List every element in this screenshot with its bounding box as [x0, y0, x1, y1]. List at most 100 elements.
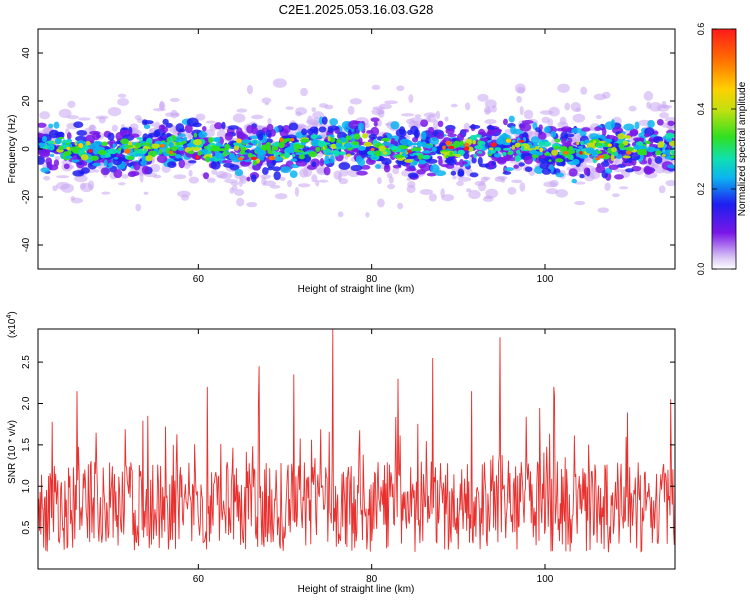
spectrogram-core-cell	[151, 143, 160, 149]
spectrogram-cell	[382, 141, 392, 146]
spectrogram-peak-cell	[598, 155, 605, 159]
spectrogram-cell	[524, 166, 533, 172]
spectrogram-haze-cell	[347, 105, 355, 115]
spectrogram-cell	[383, 163, 391, 173]
spectrogram-core-cell	[666, 137, 673, 143]
spectrogram-cell	[438, 157, 443, 166]
spectrogram-ytick-label: 40	[21, 47, 32, 59]
spectrogram-core-cell	[124, 155, 129, 159]
spectrogram-core-cell	[214, 152, 225, 159]
spectrogram-haze-cell	[665, 180, 675, 187]
spectrogram-haze-cell	[602, 91, 611, 99]
spectrogram-cell	[66, 132, 72, 140]
spectrogram-core-cell	[607, 147, 612, 154]
spectrogram-core-cell	[578, 146, 584, 149]
spectrogram-cell	[521, 119, 534, 125]
spectrogram-cell	[594, 126, 602, 132]
spectrogram-core-cell	[496, 138, 504, 145]
spectrogram-cell	[615, 154, 623, 160]
spectrogram-cell	[265, 129, 272, 138]
spectrogram-core-cell	[600, 153, 611, 160]
snr-ytick-label: 1.5	[21, 437, 32, 451]
spectrogram-cell	[115, 131, 125, 141]
spectrogram-haze-cell	[188, 176, 200, 184]
spectrogram-core-cell	[308, 151, 318, 158]
spectrogram-core-cell	[376, 153, 382, 157]
spectrogram-core-cell	[459, 140, 464, 147]
spectrogram-cell	[469, 172, 479, 178]
spectrogram-peak-cell	[268, 155, 276, 161]
spectrogram-haze-cell	[387, 183, 396, 190]
spectrogram-cell	[129, 133, 140, 138]
spectrogram-cell	[236, 131, 246, 140]
spectrogram-core-cell	[145, 155, 153, 162]
spectrogram-haze-cell	[101, 191, 111, 195]
spectrogram-core-cell	[604, 138, 613, 143]
spectrogram-core-cell	[454, 153, 462, 158]
spectrogram-cell	[289, 170, 298, 178]
spectrogram-core-cell	[576, 141, 580, 145]
spectrogram-xlabel: Height of straight line (km)	[298, 284, 415, 295]
spectrogram-cell	[602, 127, 607, 137]
spectrogram-haze-cell	[514, 83, 526, 94]
spectrogram-haze-cell	[484, 119, 497, 125]
spectrogram-haze-cell	[272, 78, 287, 88]
spectrogram-cell	[411, 137, 419, 143]
spectrogram-cell	[667, 120, 675, 127]
spectrogram-cell	[456, 133, 464, 143]
spectrogram-haze-cell	[195, 113, 206, 121]
spectrogram-peak-cell	[290, 138, 295, 142]
spectrogram-cell	[502, 171, 512, 175]
spectrogram-haze-cell	[236, 108, 248, 113]
spectrogram-core-cell	[197, 150, 202, 156]
spectrogram-core-cell	[555, 158, 564, 163]
spectrogram-core-cell	[182, 140, 187, 144]
spectrogram-core-cell	[507, 152, 512, 155]
spectrogram-haze-cell	[285, 106, 294, 110]
spectrogram-haze-cell	[107, 106, 122, 117]
spectrogram-haze-cell	[152, 107, 166, 112]
spectrogram-haze-cell	[324, 104, 334, 110]
spectrogram-cell	[654, 155, 663, 164]
spectrogram-core-cell	[622, 155, 631, 159]
spectrogram-cell	[477, 156, 483, 166]
spectrogram-core-cell	[431, 146, 437, 152]
spectrogram-haze-cell	[507, 187, 517, 195]
spectrogram-peak-cell	[159, 143, 165, 148]
spectrogram-core-cell	[617, 133, 626, 140]
spectrogram-haze-cell	[260, 174, 272, 179]
spectrogram-haze-cell	[311, 107, 317, 113]
spectrogram-core-cell	[134, 142, 142, 148]
spectrogram-haze-cell	[580, 86, 588, 95]
spectrogram-haze-cell	[604, 182, 611, 191]
spectrogram-core-cell	[494, 147, 502, 152]
spectrogram-core-cell	[299, 138, 310, 143]
spectrogram-cell	[303, 154, 312, 163]
spectrogram-haze-cell	[543, 181, 558, 188]
spectrogram-cell	[535, 127, 541, 133]
spectrogram-cell	[570, 127, 583, 134]
spectrogram-core-cell	[407, 140, 413, 147]
spectrogram-core-cell	[568, 146, 574, 151]
spectrogram-cell	[100, 167, 110, 176]
spectrogram-haze-cell	[220, 172, 233, 180]
spectrogram-cell	[107, 141, 112, 145]
spectrogram-core-cell	[502, 132, 508, 139]
spectrogram-core-cell	[410, 142, 420, 146]
spectrogram-core-cell	[136, 137, 143, 140]
colorbar-axes: 0.0 0.2 0.4 0.6	[696, 23, 736, 275]
spectrogram-cell	[550, 130, 557, 138]
spectrogram-core-cell	[311, 142, 318, 147]
spectrogram-cell	[178, 159, 186, 169]
spectrogram-cell	[375, 164, 382, 169]
spectrogram-core-cell	[89, 155, 99, 161]
spectrogram-cell	[530, 136, 540, 144]
spectrogram-peak-cell	[518, 139, 525, 143]
spectrogram-haze-cell	[117, 97, 129, 106]
spectrogram-core-cell	[413, 160, 418, 166]
spectrogram-core-cell	[256, 150, 266, 156]
spectrogram-core-cell	[164, 153, 169, 157]
spectrogram-cell	[625, 168, 635, 173]
spectrogram-cell	[561, 126, 573, 133]
